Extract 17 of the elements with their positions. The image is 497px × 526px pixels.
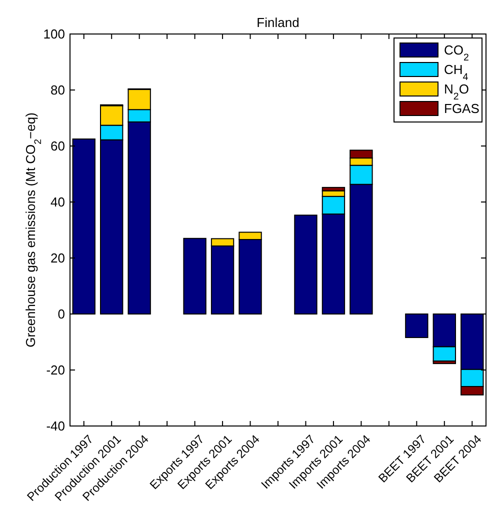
legend-label: CH$_{4}$: [444, 62, 469, 83]
legend-label: FGAS: [444, 101, 480, 116]
y-tick-label: 0: [58, 306, 65, 322]
y-tick-label: 20: [50, 250, 65, 266]
legend-label: CO$_{2}$: [444, 42, 469, 64]
bar: [405, 314, 428, 338]
y-tick-label: 60: [50, 138, 65, 154]
bar: [72, 138, 96, 314]
y-tick-label: 80: [50, 82, 65, 98]
legend-label: N$_{2}$O: [444, 82, 469, 102]
chart-title: Finland: [256, 15, 300, 30]
y-tick-label: 40: [50, 194, 65, 210]
y-tick-label: -40: [46, 418, 65, 434]
bar: [183, 238, 206, 314]
bar: [294, 214, 318, 314]
y-tick-label: -20: [46, 362, 65, 378]
y-tick-label: 100: [43, 26, 65, 42]
